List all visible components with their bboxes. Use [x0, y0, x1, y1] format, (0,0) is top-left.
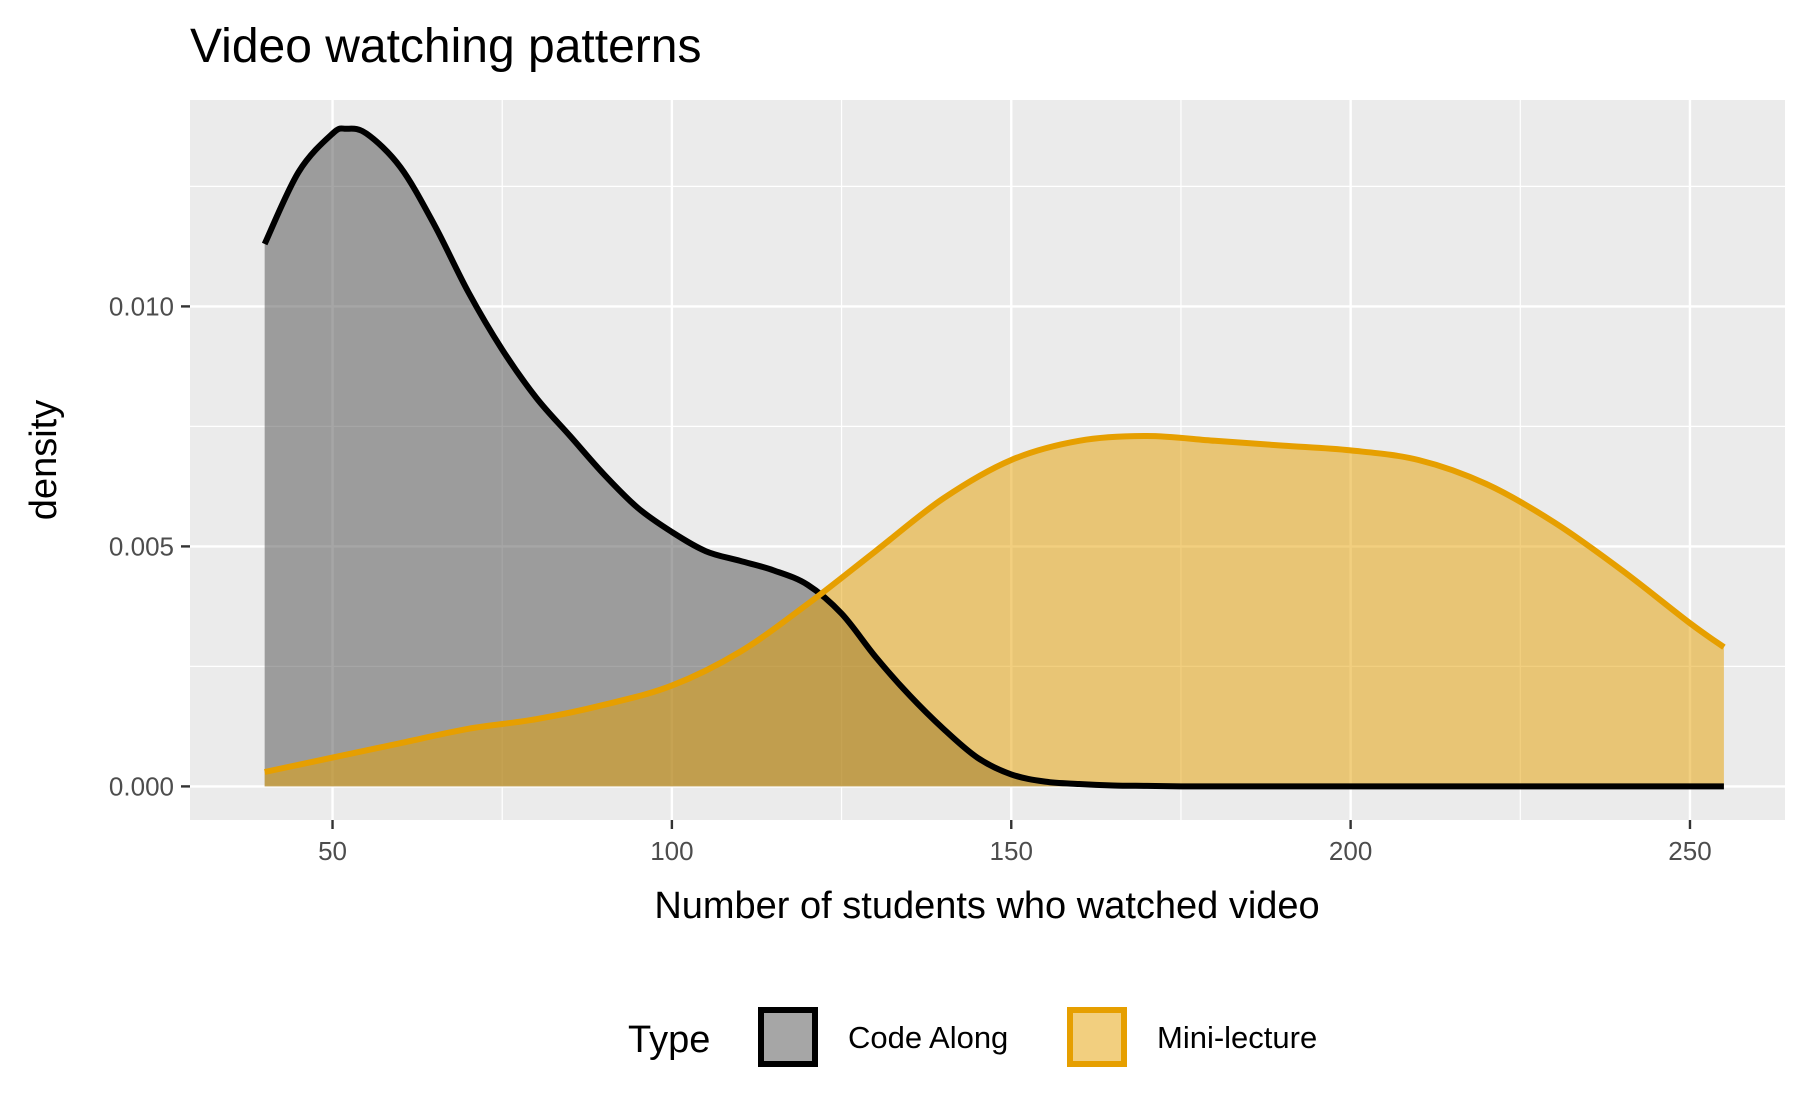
legend-key-code-along [758, 1007, 818, 1067]
x-axis-title: Number of students who watched video [654, 885, 1319, 927]
chart-title: Video watching patterns [190, 20, 701, 73]
legend-title: Type [628, 1019, 710, 1061]
x-tick-label: 150 [990, 836, 1033, 866]
code-along-density-line [261, 125, 1724, 790]
y-tick-label: 0.010 [109, 291, 174, 321]
y-tick-label: 0.005 [109, 531, 174, 561]
legend-key-mini-lecture [1067, 1007, 1127, 1067]
y-axis-title: density [23, 400, 65, 520]
legend-label-code-along: Code Along [848, 1020, 1008, 1055]
x-tick-label: 50 [318, 836, 347, 866]
x-tick-label: 250 [1668, 836, 1711, 866]
legend-label-mini-lecture: Mini-lecture [1157, 1020, 1317, 1055]
x-tick-label: 200 [1329, 836, 1372, 866]
mini-lecture-density-line [264, 433, 1726, 775]
y-tick-label: 0.000 [109, 771, 174, 801]
code-along-density-area [264, 128, 1724, 787]
density-lines [261, 125, 1726, 790]
x-tick-label: 100 [650, 836, 693, 866]
axes: 50 100 150 200 250 0.000 0.005 0.010 [109, 291, 1712, 866]
legend: Type Code Along Mini-lecture [628, 1007, 1317, 1067]
